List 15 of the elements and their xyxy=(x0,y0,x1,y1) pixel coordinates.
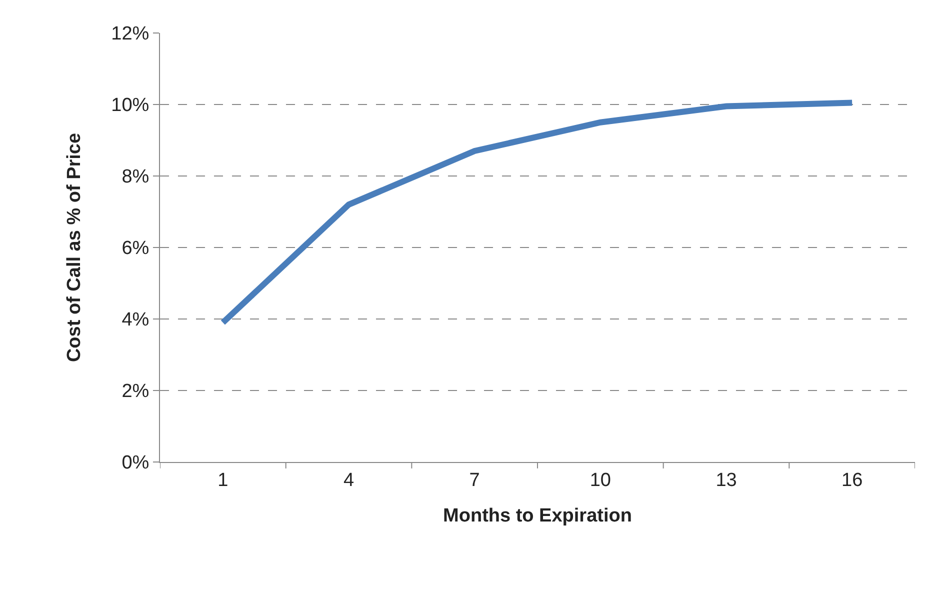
y-axis-title: Cost of Call as % of Price xyxy=(64,132,86,362)
x-tick-label: 4 xyxy=(343,470,354,491)
y-tick-label: 10% xyxy=(111,95,150,116)
x-tick-label: 16 xyxy=(842,470,863,491)
x-axis-title: Months to Expiration xyxy=(443,506,632,527)
y-tick-label: 0% xyxy=(122,452,150,474)
y-tick-label: 8% xyxy=(122,166,150,188)
x-tick-label: 10 xyxy=(590,470,611,491)
y-tick-label: 12% xyxy=(111,24,150,45)
x-tick-label: 13 xyxy=(716,470,737,491)
x-tick-label: 7 xyxy=(469,470,480,491)
x-tick-label: 1 xyxy=(218,470,228,491)
y-tick-label: 4% xyxy=(122,310,150,331)
y-tick-label: 2% xyxy=(122,381,150,402)
y-tick-label: 6% xyxy=(122,238,150,260)
